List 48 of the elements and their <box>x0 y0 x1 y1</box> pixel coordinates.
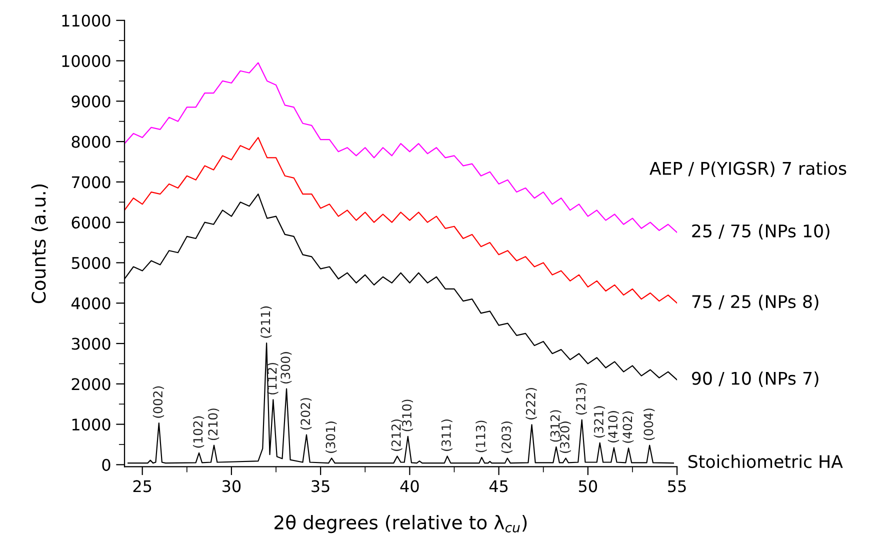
y-tick-label: 8000 <box>72 136 110 148</box>
legend-title: AEP / P(YIGSR) 7 ratios <box>650 162 846 177</box>
x-tick-label: 40 <box>400 480 419 492</box>
y-tick-label: 5000 <box>72 256 110 270</box>
y-tick-label: 9000 <box>72 95 110 108</box>
annotation: (301) <box>326 422 337 453</box>
x-tick-label: 45 <box>489 480 508 492</box>
x-tick-label: 30 <box>222 480 241 492</box>
x-tick-label: 50 <box>578 480 598 492</box>
y-tick-label: 10000 <box>62 54 110 68</box>
y-tick-label: 2000 <box>72 378 110 390</box>
annotation: (222) <box>526 388 537 420</box>
annotation: (112) <box>267 362 278 394</box>
x-tick-label: 25 <box>133 480 152 492</box>
series-label: 75 / 25 (NPs 8) <box>692 294 818 310</box>
series-label: 90 / 10 (NPs 7) <box>692 371 818 387</box>
y-tick-label: 6000 <box>72 216 110 229</box>
y-tick-label: 3000 <box>72 338 110 350</box>
annotation: (211) <box>260 306 272 338</box>
annotation: (402) <box>622 411 634 443</box>
annotation: (212) <box>391 419 402 451</box>
annotation: (410) <box>608 411 620 442</box>
y-axis-title: Counts (a.u.) <box>31 184 48 304</box>
x-tick-label: 35 <box>312 480 330 492</box>
annotation: (203) <box>501 422 512 453</box>
annotation: (210) <box>208 408 220 440</box>
annotation: (321) <box>594 406 605 438</box>
y-tick-label: 11000 <box>62 14 110 27</box>
annotation: (311) <box>441 419 452 451</box>
y-tick-label: 4000 <box>71 297 110 310</box>
x-tick-label: 55 <box>668 480 686 492</box>
y-tick-label: 0 <box>102 458 110 471</box>
series-label: Stoichiometric HA <box>688 454 843 468</box>
y-tick-label: 7000 <box>72 176 110 188</box>
annotation: (300) <box>280 352 292 384</box>
annotation: (002) <box>152 386 164 418</box>
annotation: (004) <box>644 408 655 440</box>
line-series <box>128 342 674 464</box>
annotation: (312) <box>550 410 562 442</box>
x-axis-title: 2θ degrees (relative to λ$_{cu}$) <box>274 514 527 534</box>
annotation: (102) <box>192 416 204 448</box>
series-label: 25 / 75 (NPs 10) <box>692 224 830 240</box>
y-tick-label: 1000 <box>72 418 110 431</box>
annotation: (310) <box>402 400 413 432</box>
annotation: (320) <box>560 422 571 453</box>
annotation: (202) <box>300 398 312 430</box>
annotation: (113) <box>476 420 487 452</box>
annotation: (213) <box>576 383 587 415</box>
